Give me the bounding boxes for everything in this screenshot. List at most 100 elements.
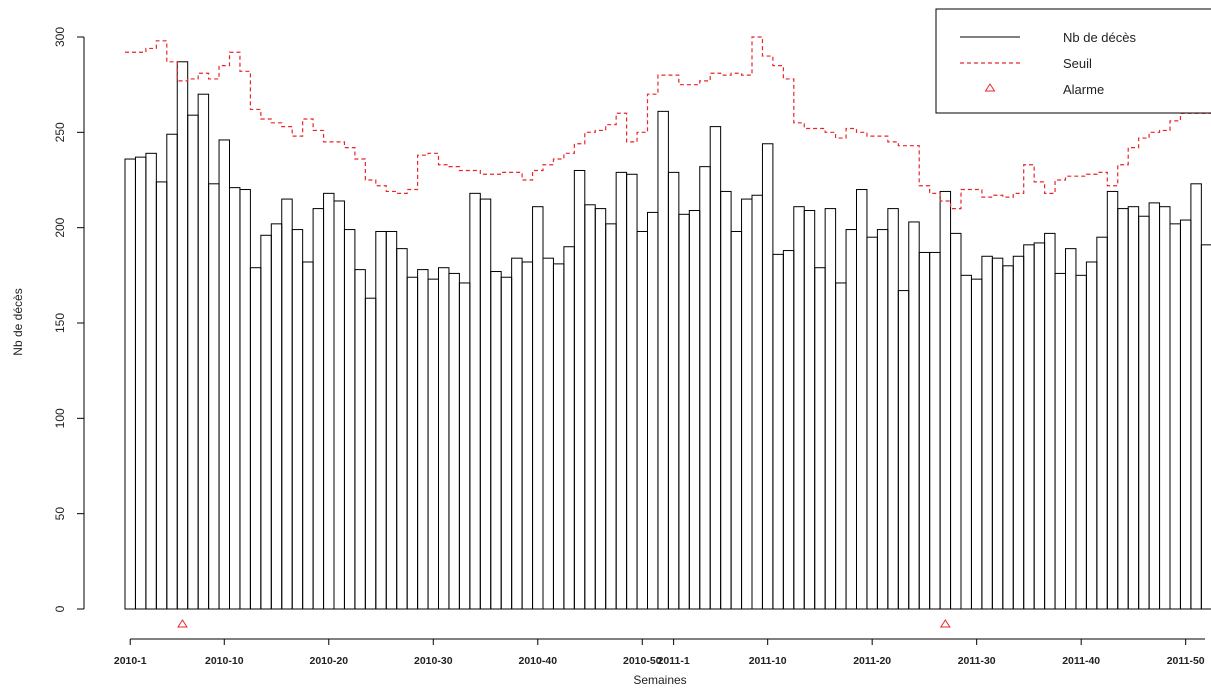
x-tick-label: 2011-10 [749, 655, 787, 667]
alarms-layer [177, 619, 951, 628]
bar [688, 210, 701, 610]
bar [709, 126, 722, 610]
bar [197, 93, 210, 610]
bar [908, 221, 920, 610]
legend: Nb de décès Seuil Alarme [935, 8, 1211, 114]
bar [845, 229, 857, 610]
bar [1200, 244, 1211, 610]
bar [626, 173, 638, 610]
bar [636, 230, 648, 610]
bar [542, 257, 554, 610]
x-tick-label: 2011-20 [853, 655, 891, 667]
bar [281, 198, 293, 610]
x-tick-label: 2010-40 [519, 655, 558, 667]
bar [291, 229, 304, 610]
bar [166, 133, 178, 610]
y-axis: 0 50 100 150 200 250 300 [53, 27, 85, 612]
x-tick-label: 2010-10 [205, 655, 244, 667]
bar [615, 171, 628, 610]
bar [678, 213, 690, 610]
bar [521, 261, 534, 610]
bar [364, 297, 377, 610]
bar [249, 267, 262, 610]
bar [1002, 265, 1014, 610]
bar [396, 248, 408, 610]
bar [897, 290, 910, 610]
bar [1033, 242, 1046, 610]
alarm-marker [177, 619, 188, 628]
bar [720, 190, 732, 610]
bar [1075, 274, 1087, 610]
y-axis-title: Nb de décès [11, 288, 25, 355]
x-axis: 2010-1 2010-10 2010-20 2010-30 2010-40 2010-5… [114, 638, 1205, 667]
bar [552, 263, 565, 610]
x-tick-label: 2011-1 [658, 655, 690, 667]
bar [866, 236, 878, 610]
bar [657, 110, 669, 610]
bar [385, 230, 398, 610]
bar [761, 143, 774, 610]
bar [699, 166, 711, 610]
bar [500, 276, 513, 610]
bar [573, 169, 586, 610]
bar [793, 206, 805, 610]
bar [856, 189, 868, 610]
bar [1190, 183, 1202, 610]
bar [1044, 232, 1056, 610]
bar [124, 158, 136, 610]
bar [1169, 223, 1181, 610]
bar [323, 192, 335, 610]
bar [458, 282, 471, 610]
bar [134, 156, 147, 610]
y-tick-label: 150 [53, 313, 67, 333]
alarm-marker [939, 619, 951, 628]
bar [1023, 244, 1035, 610]
bar [176, 61, 189, 610]
y-tick-label: 100 [53, 408, 67, 428]
bar [929, 251, 941, 610]
bar [1117, 208, 1129, 610]
bar [406, 276, 419, 610]
bar [208, 183, 220, 610]
bar [647, 211, 659, 610]
legend-label-alarm: Alarme [1063, 82, 1104, 97]
bar [584, 204, 596, 610]
x-axis-title: Semaines [633, 673, 686, 687]
bar [302, 261, 314, 610]
bar [1106, 190, 1119, 610]
x-tick-label: 2010-20 [310, 655, 349, 667]
legend-box [935, 8, 1211, 114]
bar [312, 208, 325, 610]
bar [354, 269, 366, 610]
legend-label-deaths: Nb de décès [1063, 30, 1136, 45]
bar [981, 255, 993, 610]
legend-label-threshold: Seuil [1063, 56, 1092, 71]
x-tick-label: 2010-30 [414, 655, 453, 667]
bar [218, 139, 231, 610]
bar [469, 192, 481, 610]
bar [1085, 261, 1098, 610]
bar [229, 187, 241, 610]
bar [876, 229, 889, 610]
bar [563, 246, 575, 610]
bar [782, 250, 795, 610]
bar [605, 223, 617, 610]
y-tick-label: 200 [53, 217, 67, 237]
bar [448, 272, 460, 610]
bar [1012, 255, 1025, 610]
bar [270, 223, 283, 610]
legend-swatch-alarm [984, 83, 996, 92]
y-tick-label: 0 [53, 605, 67, 612]
bar [1127, 206, 1140, 610]
bar [187, 114, 199, 610]
bar [511, 257, 523, 610]
bar [960, 274, 972, 610]
bar [918, 251, 931, 610]
threshold-layer [125, 36, 1211, 210]
bar [751, 194, 763, 610]
bar [260, 234, 272, 610]
bar [814, 267, 826, 610]
threshold-line [125, 36, 1211, 210]
y-tick-label: 50 [53, 507, 67, 521]
